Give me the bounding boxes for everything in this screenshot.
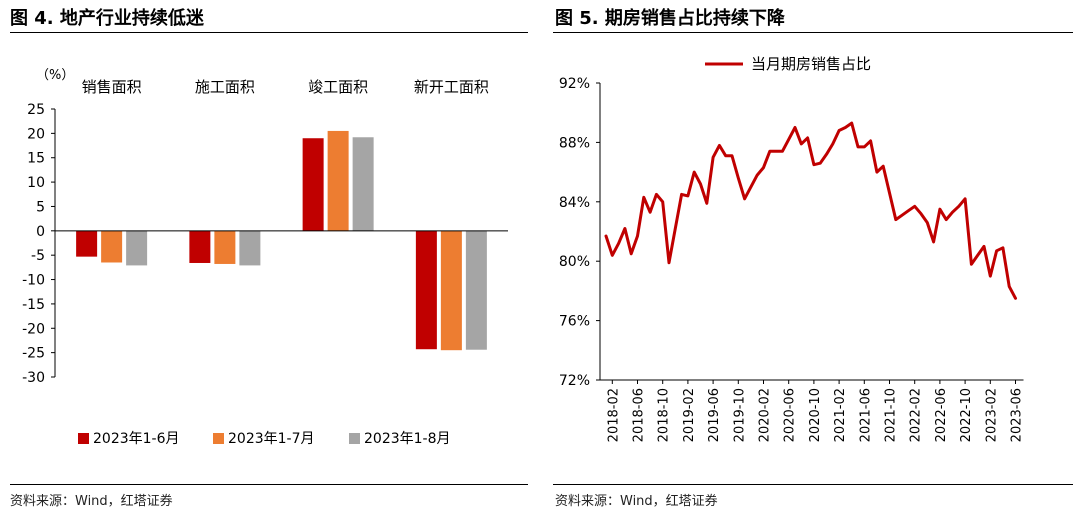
bar	[76, 230, 98, 257]
legend-swatch	[213, 433, 224, 444]
left-chart-panel: 图 4. 地产行业持续低迷 （%） 25 20 15 10 5 0 -5 -10 -15 -20 -2…	[0, 0, 530, 521]
bar	[126, 230, 148, 266]
y-tick-label: -15	[22, 297, 45, 313]
bar	[189, 230, 211, 263]
y-tick-label: 20	[27, 126, 45, 142]
x-tick-label: 2023-06	[1010, 388, 1025, 442]
x-tick-label: 2019-02	[682, 388, 697, 442]
legend-label: 2023年1-7月	[228, 431, 315, 447]
y-tick-label: 92%	[559, 76, 590, 92]
y-tick-label: 0	[36, 224, 45, 240]
y-tick-label: -10	[22, 273, 45, 289]
x-tick-label: 2022-10	[959, 388, 974, 442]
category-label: 竣工面积	[308, 78, 368, 96]
bar	[440, 230, 462, 351]
bar-chart: （%） 25 20 15 10 5 0 -5 -10 -15 -20 -25 -30 销售面积 施工面积 竣工…	[22, 68, 508, 447]
x-tick-label: 2021-06	[858, 388, 873, 442]
y-tick-label: 88%	[559, 135, 590, 151]
bar	[302, 138, 324, 231]
y-tick-label: -5	[31, 248, 45, 264]
x-tick-label: 2018-10	[657, 388, 672, 442]
x-tick-label: 2023-02	[984, 388, 999, 442]
left-source-rule	[10, 484, 528, 485]
y-tick-label: 76%	[559, 314, 590, 330]
bar	[327, 130, 349, 231]
x-tick-label: 2021-10	[884, 388, 899, 442]
left-source-note: 资料来源：Wind，红塔证券	[10, 494, 173, 509]
left-chart-title: 图 4. 地产行业持续低迷	[10, 8, 204, 29]
y-tick-label: 5	[36, 199, 45, 215]
legend-swatch	[78, 433, 89, 444]
right-chart-panel: 图 5. 期房销售占比持续下降 92% 88% 84% 80% 76% 72% 2018-0…	[545, 0, 1080, 521]
category-label: 新开工面积	[414, 78, 489, 96]
y-tick-label: -30	[22, 370, 45, 386]
x-tick-label: 2022-02	[909, 388, 924, 442]
x-tick-label: 2019-06	[707, 388, 722, 442]
x-tick-label: 2018-06	[632, 388, 647, 442]
y-tick-label: -20	[22, 321, 45, 337]
left-title-rule	[10, 32, 528, 33]
right-chart-title: 图 5. 期房销售占比持续下降	[555, 8, 785, 29]
x-tick-label: 2021-02	[833, 388, 848, 442]
bar	[352, 137, 374, 231]
x-tick-label: 2019-10	[732, 388, 747, 442]
x-tick-label: 2020-10	[808, 388, 823, 442]
bar	[214, 230, 236, 264]
x-tick-label: 2022-06	[934, 388, 949, 442]
legend-label: 当月期房销售占比	[751, 55, 871, 73]
x-tick-label: 2018-02	[606, 388, 621, 442]
right-title-rule	[553, 32, 1073, 33]
y-tick-label: 25	[27, 102, 45, 118]
legend-label: 2023年1-6月	[93, 431, 180, 447]
x-tick-label: 2020-02	[758, 388, 773, 442]
bar	[239, 230, 261, 266]
y-unit-label: （%）	[36, 68, 74, 83]
y-tick-label: 10	[27, 175, 45, 191]
y-tick-label: 72%	[559, 373, 590, 389]
bar	[415, 230, 437, 350]
x-tick-label: 2020-06	[783, 388, 798, 442]
y-tick-label: -25	[22, 346, 45, 362]
category-label: 销售面积	[82, 78, 142, 96]
right-source-rule	[553, 484, 1073, 485]
line-chart: 92% 88% 84% 80% 76% 72% 2018-02 2018-06 2018-10 2…	[559, 55, 1025, 442]
right-source-note: 资料来源：Wind，红塔证券	[555, 494, 718, 509]
bar	[465, 230, 487, 350]
legend-swatch	[349, 433, 360, 444]
y-tick-label: 80%	[559, 254, 590, 270]
series-line	[604, 121, 1017, 300]
category-label: 施工面积	[195, 78, 255, 96]
bar	[101, 230, 123, 263]
y-tick-label: 15	[27, 151, 45, 167]
y-tick-label: 84%	[559, 195, 590, 211]
legend-label: 2023年1-8月	[364, 431, 451, 447]
